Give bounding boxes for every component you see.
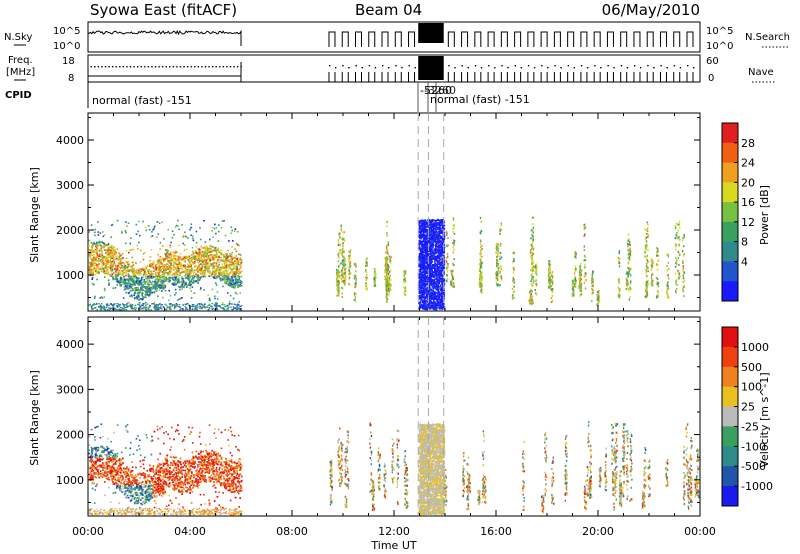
velocity-ylabel: Slant Range [km] [28,370,41,466]
colorbar-swatch [722,386,738,408]
colorbar-tick-label: 20 [741,176,755,189]
colorbar-swatch [722,162,738,183]
colorbar-tick-label: 8 [741,236,748,249]
cpid-label: CPID [5,90,32,101]
date-title: 06/May/2010 [602,1,700,19]
nsky-right-tick-top: 10^5 [706,26,733,37]
power-colorbar: 28 24 20 16 12 8 4 [721,122,755,302]
range-time-cells [88,216,686,311]
colorbar-swatch [722,446,738,467]
colorbar-swatch [722,466,738,487]
colorbar-swatch [722,426,738,447]
nsky-tick-bottom: 10^0 [53,41,80,52]
nave-label: Nave [748,67,774,78]
velocity-colorbar: 1000 500 100 25 -25 -100 -500 -1000 [721,326,773,507]
colorbar-tick-label: 100 [741,381,762,394]
freq-strip [87,54,701,83]
colorbar-swatch [722,486,738,507]
ytick-label: 1000 [56,474,84,487]
colorbar-tick-label: 28 [741,137,755,150]
xtick-label: 12:00 [378,525,410,538]
nave-tick-bottom: 0 [708,73,714,84]
ytick-label: 3000 [56,179,84,192]
colorbar-swatch [722,221,738,243]
time-axis: 00:00 04:00 08:00 12:00 16:00 20:00 00:00 [72,525,716,538]
freq-tick-top: 18 [62,56,75,67]
nsky-right-tick-bottom: 10^0 [706,41,733,52]
colorbar-swatch [722,202,738,223]
colorbar-swatch [722,241,738,262]
xtick-label: 08:00 [276,525,308,538]
cpid-overlap-b: -3260 [424,84,456,97]
colorbar-tick-label: -25 [741,420,759,433]
colorbar-swatch [722,406,738,427]
colorbar-swatch [722,261,738,282]
velocity-panel: 1000 2000 3000 4000 [56,316,701,517]
colorbar-tick-label: 16 [741,196,755,209]
colorbar-tick-label: 24 [741,157,755,170]
colorbar-swatch [722,366,738,388]
power-panel: 1000 2000 3000 4000 [56,112,701,312]
colorbar-tick-label: -1000 [741,480,773,493]
colorbar-tick-label: 1000 [741,341,769,354]
nsky-dense-block [418,23,444,43]
ytick-label: 3000 [56,383,84,396]
ytick-label: 4000 [56,134,84,147]
nsky-strip [87,21,701,53]
colorbar-swatch [722,182,738,203]
range-time-cells [88,421,700,516]
station-title: Syowa East (fitACF) [90,1,237,19]
nsearch-label: N.Search [745,32,790,43]
ytick-label: 2000 [56,429,84,442]
velocity-colorbar-label: Velocity [m s^-1] [758,372,771,467]
freq-tick-bottom: 8 [68,73,74,84]
beam-title: Beam 04 [355,1,422,19]
colorbar-swatch [722,281,738,302]
colorbar-swatch [722,327,738,348]
colorbar-tick-label: -100 [741,440,766,453]
xtick-label: 16:00 [480,525,512,538]
cpid-main-text: normal (fast) -151 [92,94,192,107]
colorbar-tick-label: 25 [741,401,755,414]
xaxis-title: Time UT [370,539,416,552]
strip-traces [87,23,695,82]
xtick-label: 00:00 [684,525,716,538]
colorbar-tick-label: 12 [741,216,755,229]
colorbar-swatch [722,346,738,368]
freq-unit-label: [MHz] [6,67,35,78]
colorbar-swatch [722,123,738,144]
freq-label: Freq. [8,55,33,66]
nave-tick-top: 60 [706,56,719,67]
colorbar-tick-label: 500 [741,361,762,374]
freq-dense-block [418,56,444,80]
colorbar-swatch [722,142,738,164]
power-colorbar-label: Power [dB] [758,185,771,245]
ytick-label: 1000 [56,269,84,282]
cpid-overlap-a: -5260 [420,84,452,97]
nsky-tick-top: 10^5 [53,26,80,37]
ytick-label: 2000 [56,224,84,237]
xtick-label: 04:00 [174,525,206,538]
nsky-trace [87,29,242,46]
colorbar-tick-label: 4 [741,255,748,268]
cpid-overlap-c: normal (fast) -151 [430,93,530,106]
xtick-label: 20:00 [582,525,614,538]
colorbar-tick-label: -500 [741,460,766,473]
ytick-label: 4000 [56,338,84,351]
xtick-label: 00:00 [72,525,104,538]
power-ylabel: Slant Range [km] [28,167,41,263]
nsky-label: N.Sky [4,32,32,43]
